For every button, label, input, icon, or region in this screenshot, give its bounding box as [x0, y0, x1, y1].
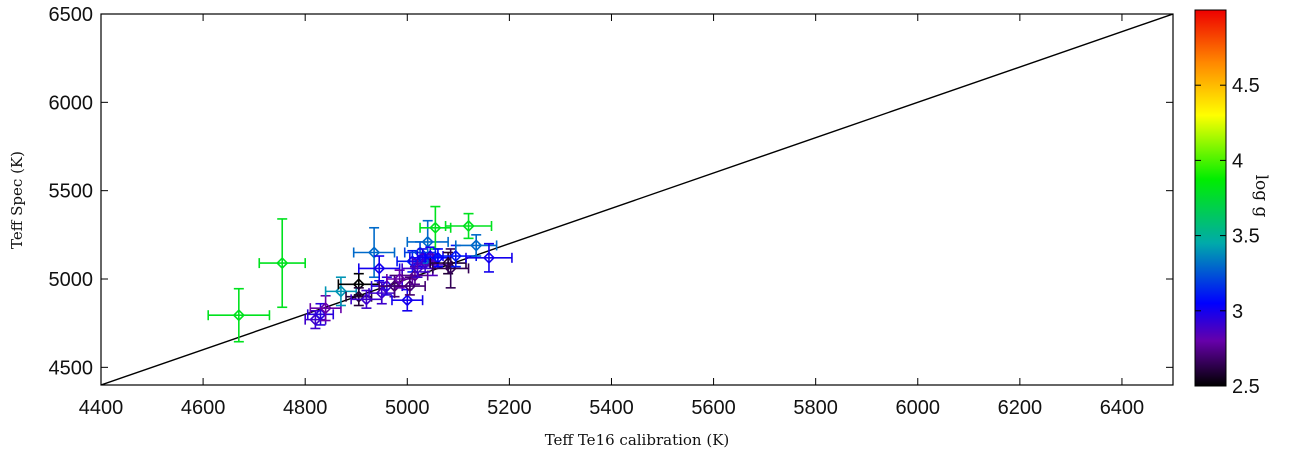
x-tick-label: 5200: [487, 397, 532, 419]
diamond-marker: [462, 219, 475, 233]
colorbar-title: log g: [1251, 175, 1271, 218]
one-to-one-line: [101, 14, 1173, 385]
y-tick-label: 5000: [49, 269, 94, 291]
colorbar-tick-label: 3: [1232, 301, 1243, 323]
x-tick-label: 4800: [283, 397, 328, 419]
diamond-marker: [334, 285, 348, 298]
diamond-marker: [367, 246, 381, 259]
y-tick-label: 4500: [49, 357, 94, 379]
data-point: [454, 234, 498, 257]
diamond-marker: [373, 262, 386, 275]
diamond-marker: [276, 256, 289, 270]
y-tick-label: 6000: [49, 92, 94, 114]
diamond-marker: [449, 249, 462, 263]
data-points: [207, 205, 513, 343]
data-point: [401, 265, 429, 286]
diamond-marker: [482, 251, 496, 264]
data-point: [345, 287, 373, 307]
plot-frame: [100, 13, 1174, 386]
x-tick-label: 6400: [1100, 397, 1145, 419]
data-point: [207, 287, 271, 343]
diamond-marker: [401, 294, 414, 307]
data-point: [258, 218, 306, 309]
x-tick-label: 5000: [385, 397, 430, 419]
colorbar-tick-label: 4.5: [1232, 75, 1260, 97]
colorbar-ticks: 2.5 3 3.5 4 4.5: [1195, 75, 1260, 398]
diamond-marker: [314, 308, 327, 321]
x-tick-label: 5800: [793, 397, 838, 419]
colorbar: [1194, 9, 1227, 387]
diamond-marker: [429, 221, 442, 234]
x-tick-label: 6000: [896, 397, 941, 419]
colorbar-tick-label: 2.5: [1232, 376, 1260, 398]
data-point: [391, 288, 424, 312]
x-tick-label: 5600: [691, 397, 736, 419]
data-point: [357, 255, 401, 282]
diamond-marker: [388, 279, 401, 293]
diamond-marker: [470, 239, 483, 252]
data-point: [465, 242, 513, 273]
colorbar-tick-label: 4: [1232, 150, 1243, 172]
diamond-marker: [375, 287, 388, 300]
x-tick-label: 4600: [181, 397, 226, 419]
x-tick-label: 6200: [998, 397, 1043, 419]
y-tick-label: 6500: [49, 4, 94, 26]
x-tick-label: 5400: [589, 397, 634, 419]
colorbar-tick-label: 3.5: [1232, 226, 1260, 248]
diamond-marker: [319, 302, 332, 315]
x-axis-title: Teff Te16 calibration (K): [545, 431, 730, 449]
y-tick-label: 5500: [49, 181, 94, 203]
data-point: [419, 205, 452, 250]
y-axis-title: Teff Spec (K): [8, 151, 26, 249]
y-axis-ticks: 4500 5000 5500 6000 6500: [49, 4, 1173, 379]
diamond-marker: [232, 309, 245, 322]
x-tick-label: 4400: [79, 397, 124, 419]
data-point: [309, 294, 342, 322]
x-axis-ticks: 4400 4600 4800 5000 5200 5400 5600 5800 6000 6200…: [79, 14, 1144, 419]
diamond-marker: [352, 290, 365, 303]
data-point: [444, 212, 493, 240]
data-point: [352, 226, 396, 279]
